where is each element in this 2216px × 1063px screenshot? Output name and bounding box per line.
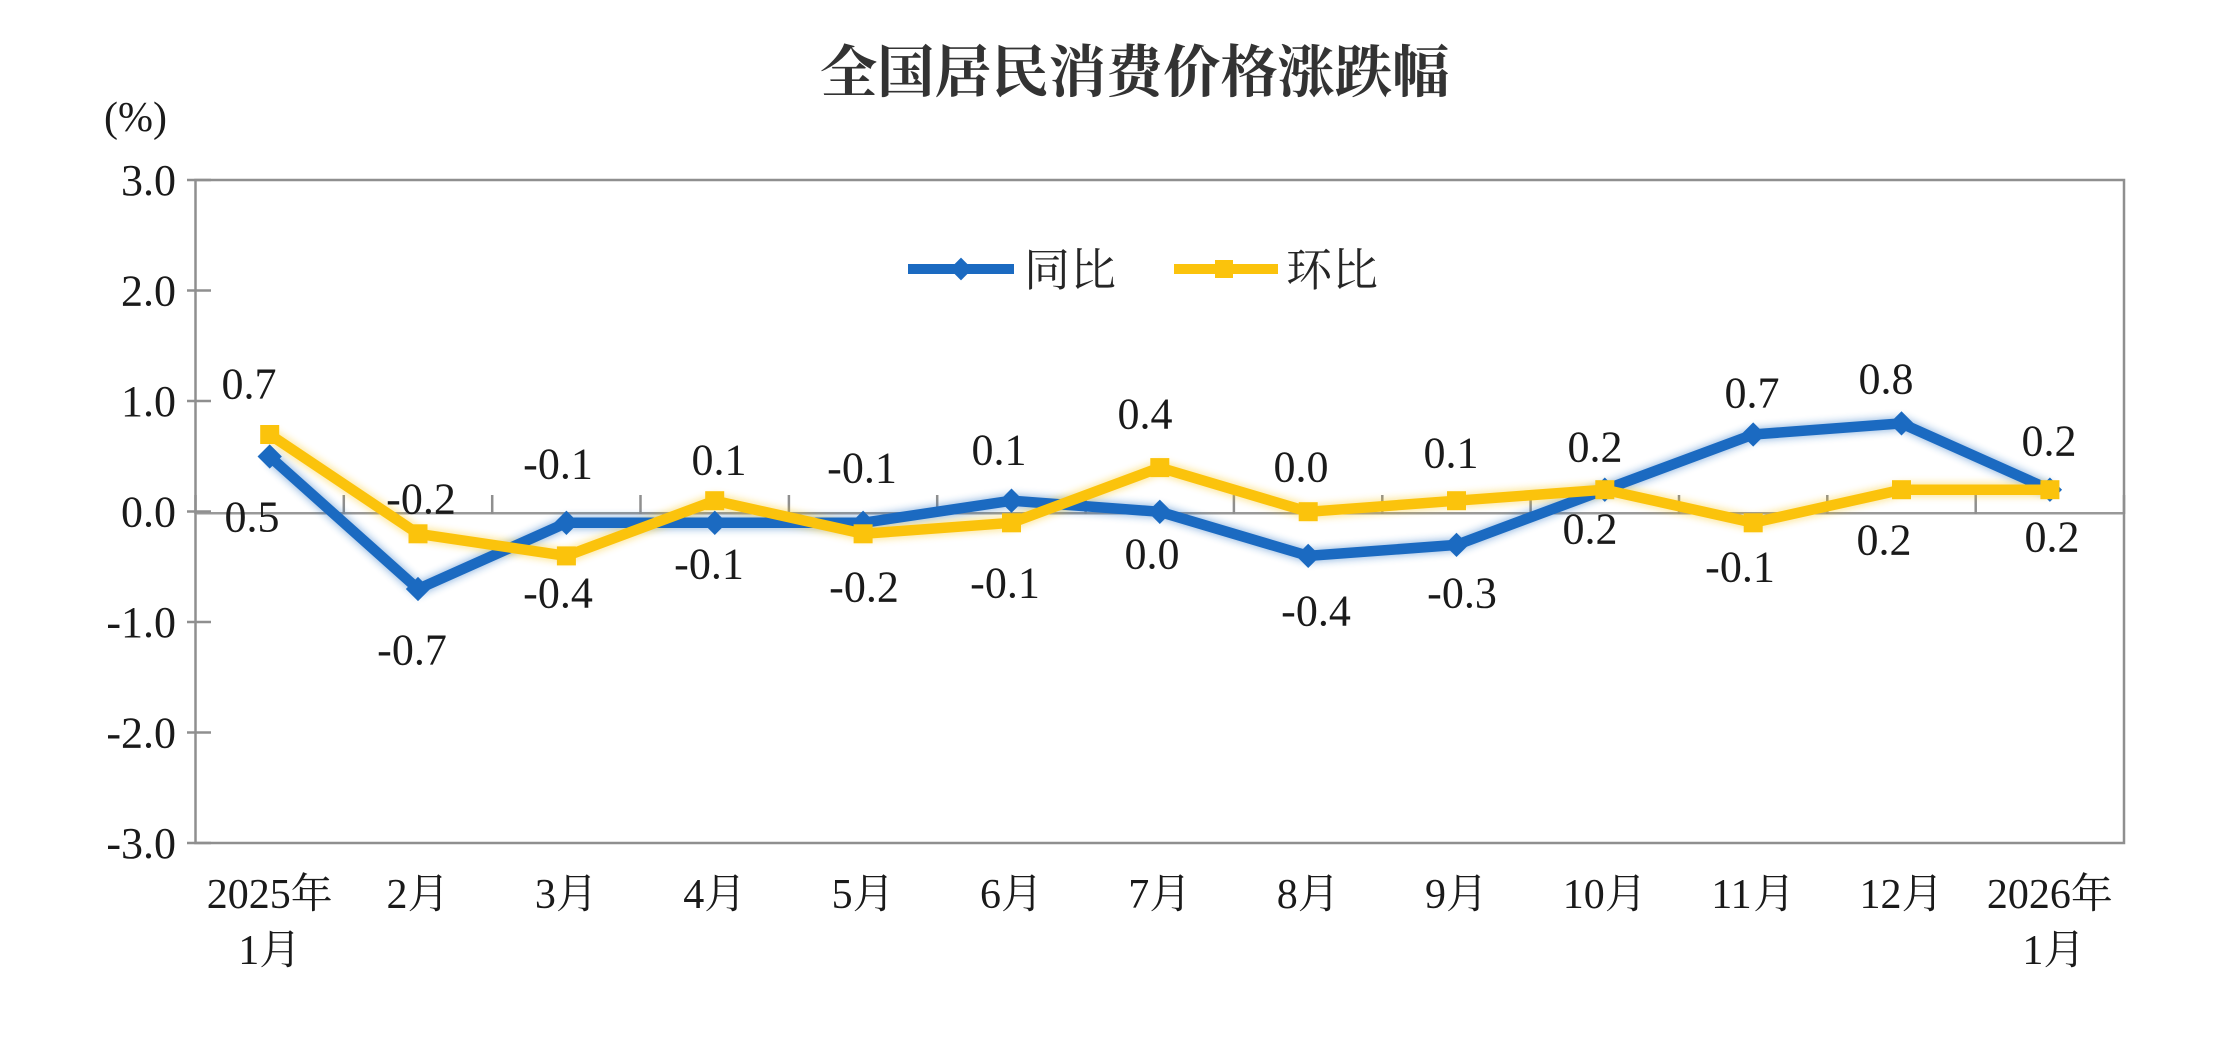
svg-text:-0.2: -0.2 — [829, 563, 899, 612]
svg-text:5: 5 — [832, 872, 853, 918]
svg-text:0.8: 0.8 — [1859, 355, 1914, 404]
svg-text:0.2: 0.2 — [2025, 513, 2080, 562]
svg-text:4: 4 — [683, 872, 704, 918]
svg-text:-0.1: -0.1 — [827, 444, 897, 493]
svg-text:0.2: 0.2 — [1857, 516, 1912, 565]
svg-text:(%): (%) — [104, 95, 167, 141]
svg-text:-0.4: -0.4 — [1281, 587, 1351, 636]
svg-text:2: 2 — [387, 872, 408, 918]
svg-text:-0.1: -0.1 — [1705, 543, 1775, 592]
svg-text:0.1: 0.1 — [1424, 429, 1479, 478]
svg-text:1: 1 — [2022, 928, 2043, 974]
svg-text:-2.0: -2.0 — [106, 709, 176, 758]
svg-text:12: 12 — [1860, 872, 1902, 918]
svg-text:11: 11 — [1711, 872, 1751, 918]
svg-text:0.2: 0.2 — [1568, 423, 1623, 472]
svg-text:0.7: 0.7 — [1725, 369, 1780, 418]
svg-text:-1.0: -1.0 — [106, 598, 176, 647]
svg-text:0.0: 0.0 — [1125, 530, 1180, 579]
svg-text:3.0: 3.0 — [121, 156, 176, 205]
svg-text:0.0: 0.0 — [121, 488, 176, 537]
svg-text:9: 9 — [1425, 872, 1446, 918]
svg-text:-0.7: -0.7 — [377, 626, 447, 675]
svg-text:0.5: 0.5 — [225, 493, 280, 542]
svg-text:-0.1: -0.1 — [970, 559, 1040, 608]
svg-text:0.7: 0.7 — [222, 360, 277, 409]
svg-text:2026: 2026 — [1987, 872, 2071, 918]
svg-text:2025: 2025 — [207, 872, 291, 918]
svg-text:10: 10 — [1563, 872, 1605, 918]
svg-text:2.0: 2.0 — [121, 267, 176, 316]
svg-text:-0.1: -0.1 — [523, 440, 593, 489]
svg-text:6: 6 — [980, 872, 1001, 918]
svg-text:1.0: 1.0 — [121, 377, 176, 426]
svg-text:0.1: 0.1 — [692, 436, 747, 485]
svg-text:8: 8 — [1277, 872, 1298, 918]
svg-text:0.1: 0.1 — [972, 426, 1027, 475]
svg-text:0.2: 0.2 — [1563, 505, 1618, 554]
svg-text:-0.2: -0.2 — [386, 475, 456, 524]
svg-text:0.4: 0.4 — [1118, 390, 1173, 439]
svg-text:7: 7 — [1128, 872, 1149, 918]
svg-text:-0.4: -0.4 — [523, 569, 593, 618]
svg-text:1: 1 — [238, 928, 259, 974]
svg-text:3: 3 — [535, 872, 556, 918]
svg-text:-0.1: -0.1 — [674, 540, 744, 589]
svg-text:-3.0: -3.0 — [106, 819, 176, 868]
svg-text:0.0: 0.0 — [1274, 443, 1329, 492]
svg-text:-0.3: -0.3 — [1427, 569, 1497, 618]
svg-text:0.2: 0.2 — [2022, 417, 2077, 466]
